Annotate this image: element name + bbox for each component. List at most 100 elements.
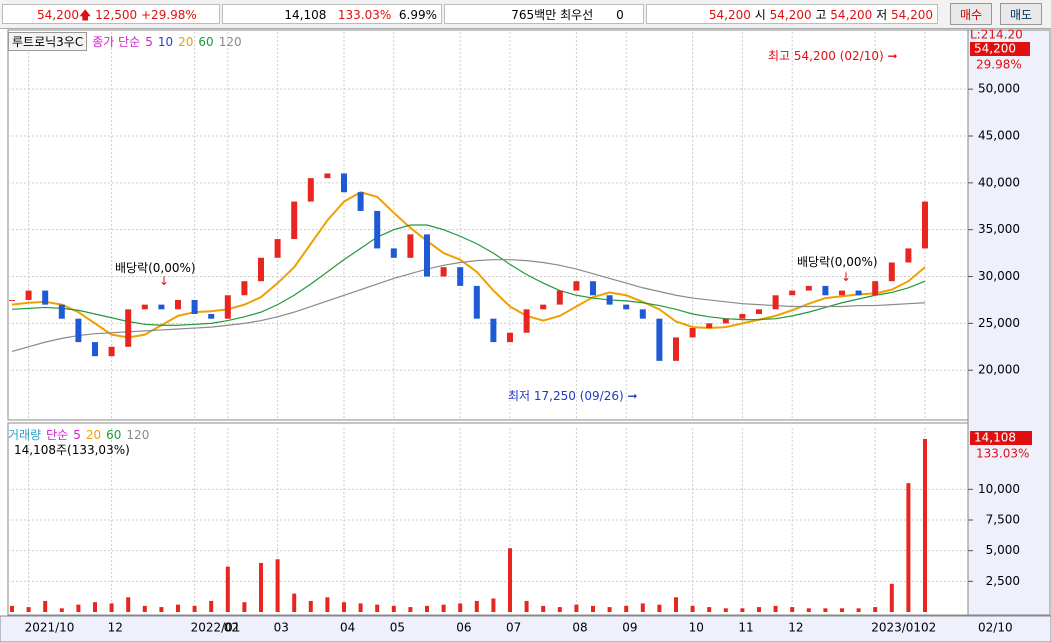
volume-bar — [640, 603, 645, 612]
x-tick-label: 2023/01 — [871, 621, 921, 635]
x-tick-label: 2022/01 — [191, 621, 241, 635]
candle — [258, 257, 264, 282]
legend-entry: 20 — [178, 34, 194, 49]
candle — [722, 318, 729, 324]
legend-entry: 120 — [126, 427, 150, 442]
x-tick-label: 12 — [788, 621, 803, 635]
low-text: 최저 17,250 (09/26) — [508, 389, 624, 403]
best-label: 최우선 — [560, 8, 594, 22]
volume-bar — [308, 600, 313, 612]
high: 54,200 — [830, 8, 873, 22]
candle — [922, 201, 928, 249]
price: 54,200 — [37, 8, 79, 22]
sell-button[interactable]: 매도 — [1000, 3, 1042, 25]
price-panel — [7, 29, 969, 421]
volume-bar — [375, 604, 380, 612]
turnover: 6.99% — [398, 8, 437, 22]
legend-title: 단순 — [46, 428, 69, 442]
x-tick-label: 08 — [572, 621, 587, 635]
volume-bar — [358, 603, 363, 612]
candle — [274, 239, 281, 258]
volume-bar — [541, 605, 546, 612]
volume-bar — [806, 608, 811, 612]
volume-bar — [76, 604, 81, 612]
volume-bar — [43, 600, 48, 612]
candle — [241, 281, 248, 296]
open: 54,200 — [769, 8, 812, 22]
x-tick-label: 09 — [622, 621, 637, 635]
price-cell: 54,200🡅 12,500 +29.98% — [2, 4, 220, 24]
change: 12,500 — [95, 8, 138, 22]
y-tick-label: 50,000 — [978, 82, 1020, 96]
last-price-box — [970, 42, 1030, 56]
candle — [341, 173, 347, 193]
volume-bar — [757, 607, 761, 612]
candle — [25, 290, 32, 300]
candle — [307, 178, 314, 202]
volume-bar — [624, 605, 629, 612]
volume-bar — [773, 605, 778, 612]
low: 54,200 — [891, 8, 933, 22]
candle — [673, 337, 679, 361]
y-tick-label: 7,500 — [986, 513, 1020, 527]
legend-title: 종가 단순 — [92, 35, 141, 49]
x-tick-label: 02 — [921, 621, 936, 635]
moving-average-line — [11, 191, 926, 339]
volume-bar — [159, 607, 164, 612]
corner-label: L:214.20 — [970, 28, 1023, 42]
candle — [706, 323, 713, 329]
y-tick-label: 45,000 — [978, 128, 1020, 142]
x-tick-label: 02 — [224, 621, 239, 635]
dividend-text: 배당락(0,00%) — [115, 261, 196, 275]
volume-cell: 14,108 133.03% 6.99% — [222, 4, 442, 24]
candle — [58, 304, 65, 319]
candle — [556, 290, 563, 305]
legend-entry: 120 — [218, 34, 242, 49]
volume-bar — [591, 605, 595, 612]
volume-bar — [524, 600, 529, 612]
volume-bar — [292, 593, 297, 612]
candle — [158, 304, 165, 310]
volume-bar — [873, 607, 878, 612]
volume-bar — [923, 438, 927, 612]
x-tick-label: 2021/10 — [25, 621, 75, 635]
volume-bar — [723, 608, 728, 612]
candle — [473, 285, 480, 319]
buy-button[interactable]: 매수 — [950, 3, 992, 25]
volume-bar — [441, 604, 446, 612]
volume-bar — [557, 607, 562, 612]
candle — [789, 290, 796, 296]
last-volume-box — [970, 431, 1032, 445]
price-legend: 루트로닉3우C 종가 단순 5 10 20 60 120 — [8, 32, 242, 51]
dividend-text: 배당락(0,00%) — [797, 255, 878, 269]
chart: 54,200 29.98% L:214.20 14,108 133.03% 02… — [0, 28, 1051, 642]
low-annotation: 최저 17,250 (09/26) ➞ — [508, 389, 638, 403]
last-price: 54,200 — [974, 42, 1016, 56]
y-tick-label: 40,000 — [978, 175, 1020, 189]
volume-bar — [225, 566, 230, 612]
volume-bar — [209, 600, 214, 612]
candle — [357, 192, 364, 211]
volume-bar — [391, 605, 396, 612]
candle — [905, 248, 912, 263]
legend-entry: 5 — [145, 34, 153, 49]
volume-bar — [607, 607, 612, 612]
candle — [872, 281, 879, 296]
candle — [175, 299, 181, 310]
candle — [490, 318, 497, 343]
candle — [440, 267, 447, 277]
volume-subtitle: 14,108주(133,03%) — [14, 443, 130, 457]
volume-bar — [458, 603, 463, 612]
high-annotation: 최고 54,200 (02/10) ➞ — [768, 49, 898, 63]
candle — [224, 295, 231, 319]
volume-bar — [408, 607, 413, 612]
moving-average-line — [11, 224, 926, 326]
volume-panel — [7, 422, 969, 616]
y-tick-label: 5,000 — [986, 543, 1020, 557]
x-tick-label: 11 — [738, 621, 753, 635]
volume-bar — [242, 602, 247, 612]
volume-bar — [889, 583, 894, 612]
volume-bar — [707, 607, 712, 612]
candle — [805, 285, 812, 291]
x-tick-label: 10 — [689, 621, 704, 635]
